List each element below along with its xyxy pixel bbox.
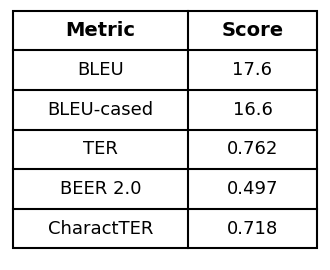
Text: 0.762: 0.762	[227, 140, 278, 158]
Text: 17.6: 17.6	[232, 61, 273, 79]
Text: 0.497: 0.497	[227, 180, 278, 198]
Text: Metric: Metric	[66, 21, 136, 40]
Bar	[13, 11, 317, 248]
Text: BLEU-cased: BLEU-cased	[48, 101, 154, 119]
Text: 16.6: 16.6	[233, 101, 272, 119]
Text: CharactTER: CharactTER	[48, 220, 153, 238]
Text: BLEU: BLEU	[77, 61, 124, 79]
Text: 0.718: 0.718	[227, 220, 278, 238]
Text: BEER 2.0: BEER 2.0	[60, 180, 141, 198]
Text: TER: TER	[83, 140, 118, 158]
Text: Score: Score	[221, 21, 283, 40]
